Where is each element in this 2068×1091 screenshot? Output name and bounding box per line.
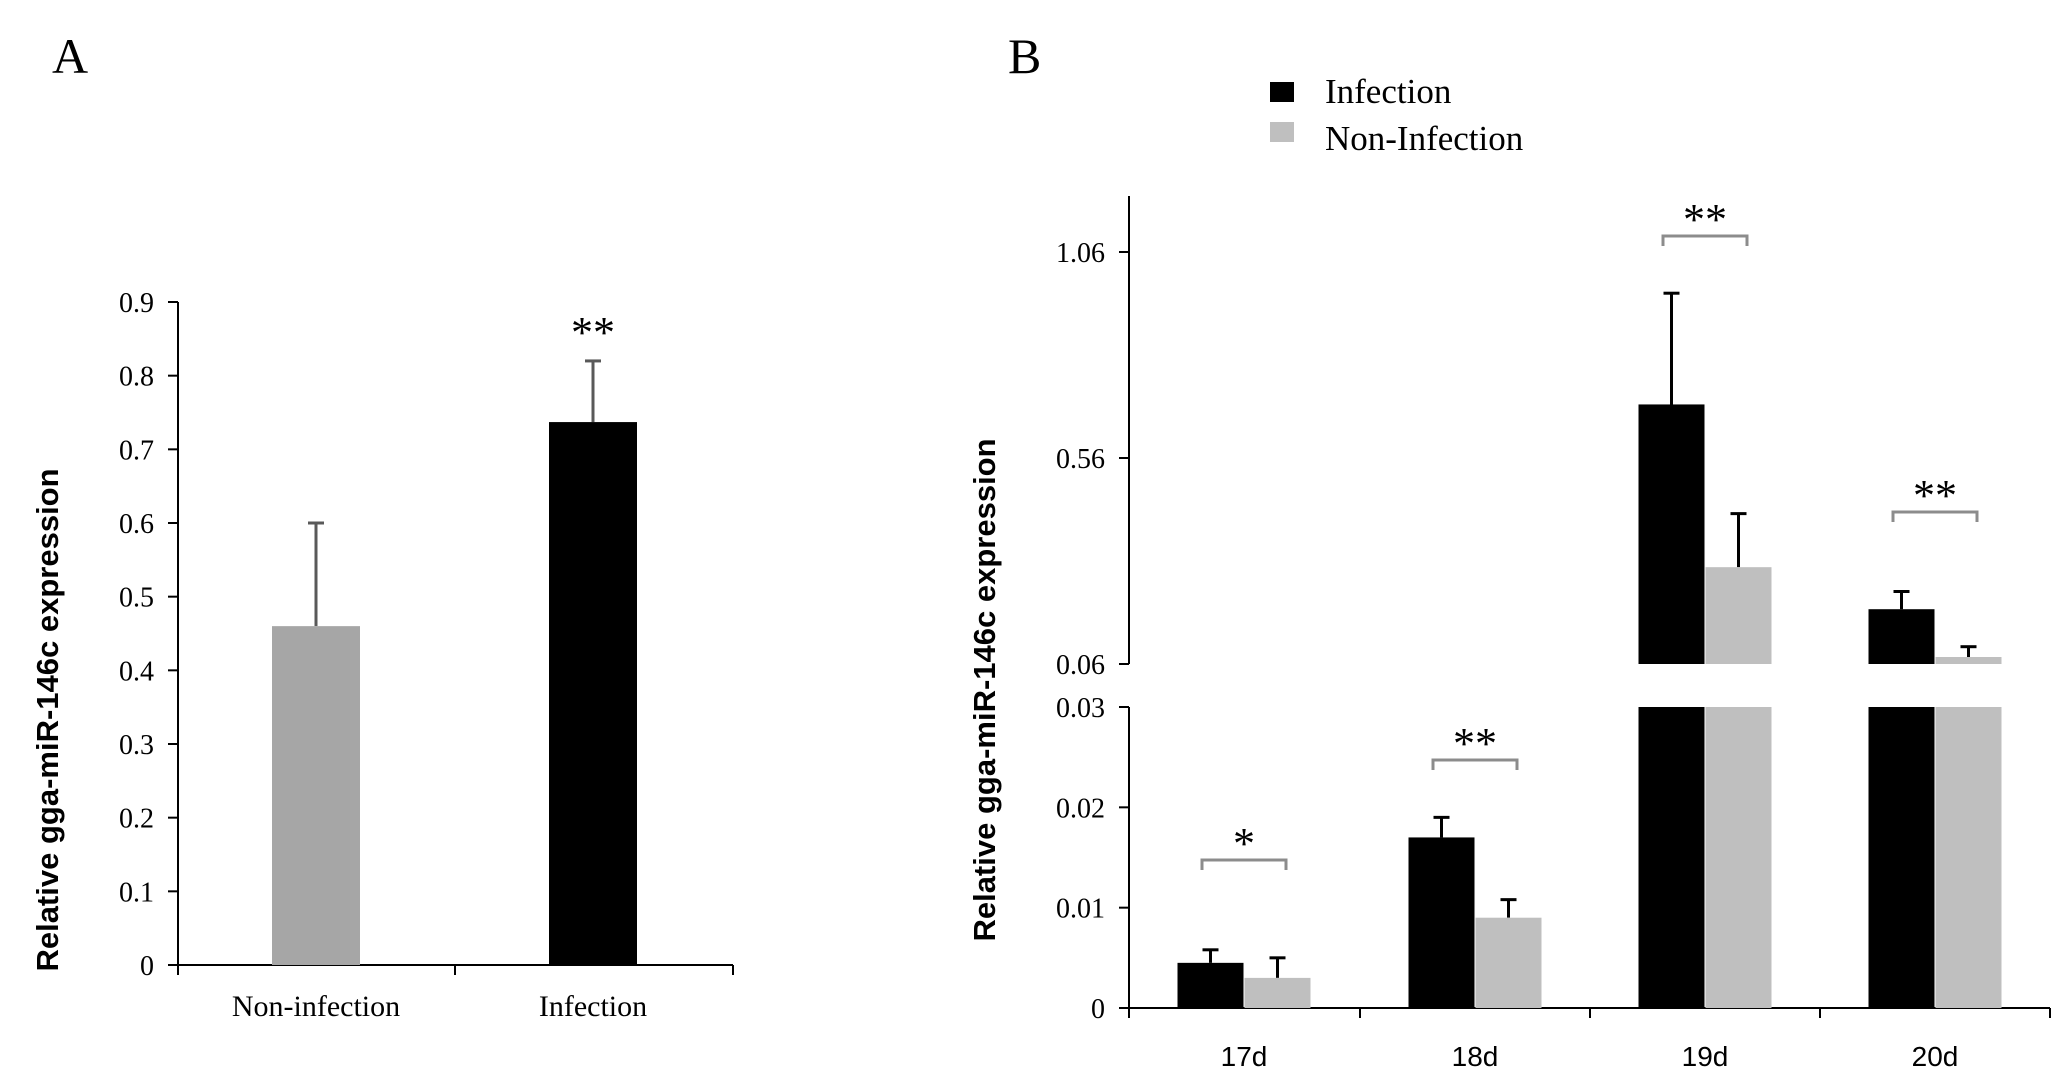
panel-b-x-tick-label: 17d xyxy=(1221,1041,1268,1072)
panel-b-significance-bracket xyxy=(1200,858,1288,870)
panel-b-bar-infection xyxy=(1868,609,1935,664)
panel-a-x-tick-label: Non-infection xyxy=(232,990,400,1023)
panel-b-bar-infection xyxy=(1177,962,1244,1008)
panel-b-x-tick-label: 20d xyxy=(1912,1041,1959,1072)
panel-a-y-tick-label: 0.2 xyxy=(119,804,154,835)
panel-b-significance: ** xyxy=(1913,471,1957,520)
panel-b-x-tick-label: 19d xyxy=(1682,1041,1729,1072)
panel-a-y-axis-label: Relative gga-miR-146c expression xyxy=(30,468,65,971)
panel-b-significance-bracket xyxy=(1891,510,1979,522)
legend-label-infection: Infection xyxy=(1325,72,1451,111)
panel-a-y-tick-label: 0.1 xyxy=(119,877,154,908)
panel-b-bar-infection xyxy=(1408,837,1475,1008)
panel-b-y-tick-label: 0.02 xyxy=(1056,793,1105,824)
panel-b-bar-non-infection xyxy=(1475,917,1542,1008)
panel-label-a: A xyxy=(52,28,88,84)
panel-b-bar-non-infection xyxy=(1705,707,1772,1008)
panel-a-y-tick-label: 0.4 xyxy=(119,656,154,687)
panel-a-y-tick-label: 0.5 xyxy=(119,583,154,614)
panel-a-y-tick-label: 0.6 xyxy=(119,509,154,540)
panel-b-bar-non-infection xyxy=(1244,977,1311,1008)
panel-b-significance: ** xyxy=(1453,719,1497,768)
panel-b-y-tick-label: 0.56 xyxy=(1056,444,1105,475)
panel-b-y-axis-label: Relative gga-miR-146c expression xyxy=(967,438,1002,941)
panel-b-y-tick-label: 0.06 xyxy=(1056,650,1105,681)
panel-b-bar-infection xyxy=(1868,707,1935,1008)
legend-label-non-infection: Non-Infection xyxy=(1325,119,1523,158)
panel-a-significance: ** xyxy=(571,308,615,357)
panel-b-y-tick-label: 1.06 xyxy=(1056,238,1105,269)
legend-swatch-infection xyxy=(1270,82,1294,102)
panel-a-y-tick-label: 0.9 xyxy=(119,288,154,319)
panel-a-y-tick-label: 0.7 xyxy=(119,435,154,466)
panel-a-bar xyxy=(272,626,360,965)
panel-b-bar-non-infection xyxy=(1935,707,2002,1008)
panel-b-y-tick-label: 0.01 xyxy=(1056,894,1105,925)
panel-label-b: B xyxy=(1008,28,1041,84)
panel-b-significance-bracket xyxy=(1661,234,1749,246)
panel-b-bars: 17d * 18d ** 19d ** 20d ** xyxy=(1177,195,2002,1072)
panel-a-y-tick-label: 0.8 xyxy=(119,362,154,393)
panel-b-bar-non-infection xyxy=(1935,656,2002,664)
panel-b-significance-bracket xyxy=(1431,758,1519,770)
panel-b-significance: ** xyxy=(1683,195,1727,244)
panel-b-chart: Relative gga-miR-146c expression Infecti… xyxy=(967,72,2051,1072)
panel-b-y-tick-label: 0.03 xyxy=(1056,693,1105,724)
panel-a-y-ticks: 0 0.1 0.2 0.3 0.4 0.5 0.6 0.7 0.8 0.9 xyxy=(119,288,734,982)
legend-swatch-non-infection xyxy=(1270,122,1294,142)
panel-b-bar-infection xyxy=(1638,707,1705,1008)
panel-a-y-tick-label: 0 xyxy=(140,951,154,982)
panel-a-y-tick-label: 0.3 xyxy=(119,730,154,761)
panel-a-bars: Non-infection Infection ** xyxy=(232,308,647,1023)
panel-b-significance: * xyxy=(1233,819,1255,868)
panel-a-chart: Relative gga-miR-146c expression 0 0.1 0.2… xyxy=(30,288,734,1023)
panel-b-bar-infection xyxy=(1638,404,1705,664)
panel-b-y-ticks: 0 0.01 0.02 0.03 0.06 0.56 1.06 xyxy=(1056,238,2051,1025)
panel-b-y-tick-label: 0 xyxy=(1091,994,1105,1025)
panel-a-x-tick-label: Infection xyxy=(539,990,647,1023)
panel-a-bar xyxy=(549,422,637,965)
panel-b-bar-non-infection xyxy=(1705,567,1772,664)
panel-b-x-tick-label: 18d xyxy=(1452,1041,1499,1072)
